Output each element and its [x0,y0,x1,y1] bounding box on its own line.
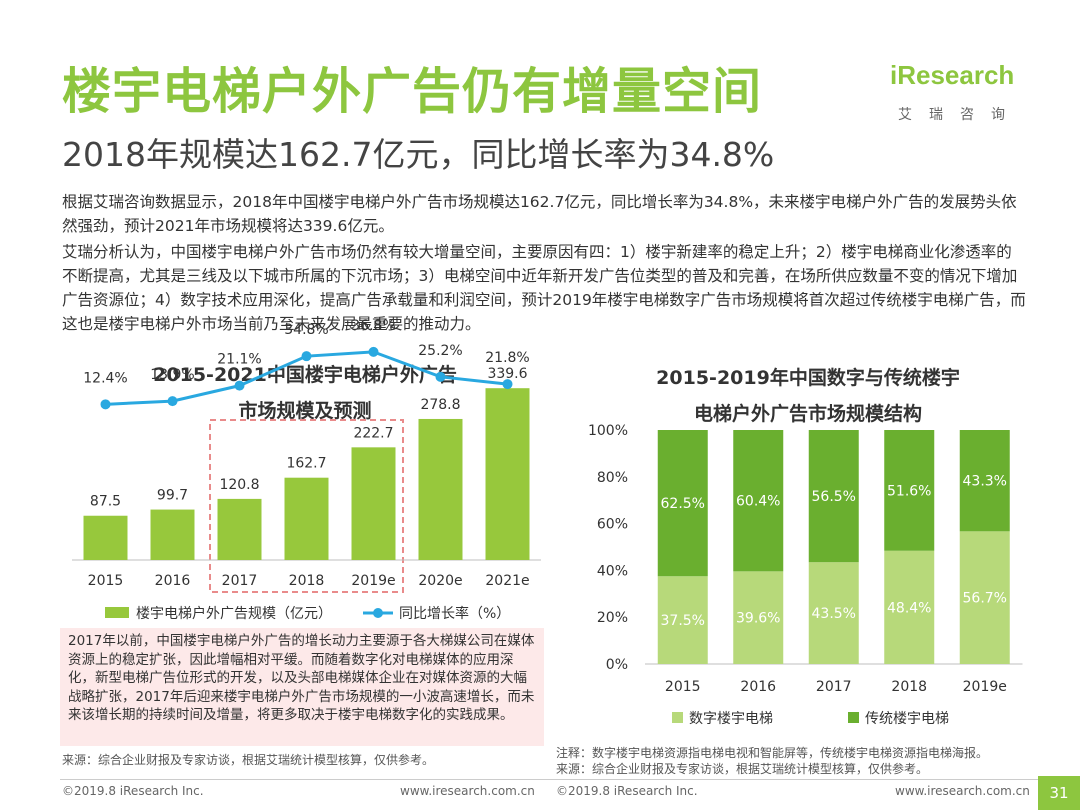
footer-divider [60,779,1050,780]
legend-bar-label: 楼宇电梯户外广告规模（亿元） [136,605,332,622]
digital-segment-label: 43.5% [812,606,856,622]
right-x-tick-label: 2017 [816,679,852,695]
right-chart-title-line2: 电梯户外广告市场规模结构 [693,403,922,425]
growth-rate-label: 21.8% [485,350,529,366]
traditional-bar-segment [808,430,859,563]
right-chart: 0% 20% 40% 60% 80% 100% 37.5% 62.5% 2015 39.6% 60.… [588,423,1023,727]
legend-digital-swatch [672,712,683,723]
digital-bar-segment [808,562,859,664]
traditional-bar-segment [959,430,1010,532]
growth-rate-point [100,399,111,410]
size-bar [351,447,396,560]
page-title: 楼宇电梯户外广告仍有增量空间 [62,63,763,120]
size-bar-label: 162.7 [286,456,326,472]
traditional-segment-label: 56.5% [812,489,856,505]
traditional-bar-segment [733,430,784,572]
right-chart-title-line1: 2015-2019年中国数字与传统楼宇 [656,367,960,389]
size-bar-label: 99.7 [157,488,188,504]
paragraph-2: 艾瑞分析认为，中国楼宇电梯户外广告市场仍然有较大增量空间，主要原因有四：1）楼宇… [62,243,1026,333]
traditional-bar-segment [884,430,935,551]
right-y-tick-label: 0% [606,657,628,673]
size-bar [418,418,463,560]
size-bar-label: 222.7 [353,425,393,441]
growth-rate-point [502,379,513,390]
size-bar [485,388,530,560]
size-bar-label: 87.5 [90,494,121,510]
legend-bar-swatch [105,607,129,618]
right-x-tick-label: 2016 [740,679,776,695]
footer-copyright-left: ©2019.8 iResearch Inc. [62,784,204,798]
paragraph-1: 根据艾瑞咨询数据显示，2018年中国楼宇电梯户外广告市场规模达162.7亿元，同… [62,193,1017,235]
right-y-tick-label: 80% [597,470,628,486]
footer-copyright-right: ©2019.8 iResearch Inc. [556,784,698,798]
source-left: 来源：综合企业财报及专家访谈，根据艾瑞统计模型核算，仅供参考。 [62,753,435,767]
left-chart-title-line1: 2015-2021中国楼宇电梯户外广告 [153,364,457,386]
traditional-segment-label: 51.6% [887,483,931,499]
left-chart: 87.5 2015 99.7 2016 120.8 2017 162.7 2018 222.7 2… [72,318,541,622]
size-bar [150,509,195,560]
size-bar-label: 339.6 [487,366,527,382]
digital-segment-label: 37.5% [661,613,705,629]
legend-line-label: 同比增长率（%） [399,605,510,622]
left-x-tick-label: 2021e [485,573,529,589]
source-right: 来源：综合企业财报及专家访谈，根据艾瑞统计模型核算，仅供参考。 [556,762,929,776]
right-x-tick-label: 2018 [891,679,927,695]
growth-rate-label: 21.1% [217,352,261,368]
growth-rate-point [368,346,379,357]
right-x-tick-label: 2019e [963,679,1007,695]
left-x-tick-label: 2016 [155,573,191,589]
right-y-tick-label: 60% [597,517,628,533]
footer-url-left: www.iresearch.com.cn [400,784,535,798]
traditional-bar-segment [657,430,708,577]
right-y-tick-label: 40% [597,563,628,579]
right-x-tick-label: 2015 [665,679,701,695]
digital-segment-label: 56.7% [963,591,1007,607]
digital-segment-label: 48.4% [887,600,931,616]
logo-cn: 艾瑞咨询 [898,107,1022,123]
analysis-note-box: 2017年以前，中国楼宇电梯户外广告的增长动力主要源于各大梯媒公司在媒体资源上的… [60,628,544,746]
size-bar-label: 120.8 [219,477,259,493]
left-x-tick-label: 2017 [222,573,258,589]
legend-digital-label: 数字楼宇电梯 [689,711,773,727]
size-bar-label: 278.8 [420,397,460,413]
page-subtitle: 2018年规模达162.7亿元，同比增长率为34.8% [62,135,775,174]
growth-rate-point [301,351,312,362]
logo-brand: iResearch [890,60,1015,90]
footer-url-right: www.iresearch.com.cn [895,784,1030,798]
page-number: 31 [1038,776,1080,810]
size-bar [83,515,128,560]
growth-rate-label: 13.9% [150,367,194,383]
digital-bar-segment [959,531,1010,664]
size-bar [284,477,329,560]
highlight-box [209,419,404,593]
digital-segment-label: 39.6% [736,611,780,627]
traditional-segment-label: 43.3% [963,474,1007,490]
right-y-tick-label: 20% [597,610,628,626]
growth-rate-point [167,396,178,407]
left-x-tick-label: 2015 [88,573,124,589]
digital-bar-segment [884,550,935,664]
growth-rate-label: 34.8% [284,322,328,338]
note-right: 注释：数字楼宇电梯资源指电梯电视和智能屏等，传统楼宇电梯资源指电梯海报。 [556,746,989,760]
digital-bar-segment [733,571,784,664]
legend-line-marker [373,608,383,618]
legend-traditional-swatch [848,712,859,723]
right-y-tick-label: 100% [588,423,628,439]
legend-traditional-label: 传统楼宇电梯 [865,711,949,727]
digital-bar-segment [657,576,708,664]
growth-rate-label: 36.8% [351,318,395,334]
size-bar [217,498,262,560]
growth-rate-label: 25.2% [418,343,462,359]
growth-rate-point [435,371,446,382]
left-x-tick-label: 2020e [418,573,462,589]
growth-rate-label: 12.4% [83,370,127,386]
left-chart-title-line2: 市场规模及预测 [238,400,372,422]
growth-rate-point [234,380,245,391]
left-x-tick-label: 2018 [289,573,325,589]
left-x-tick-label: 2019e [351,573,395,589]
traditional-segment-label: 60.4% [736,494,780,510]
iresearch-logo: iResearch 艾瑞咨询 [890,60,1030,130]
traditional-segment-label: 62.5% [661,496,705,512]
